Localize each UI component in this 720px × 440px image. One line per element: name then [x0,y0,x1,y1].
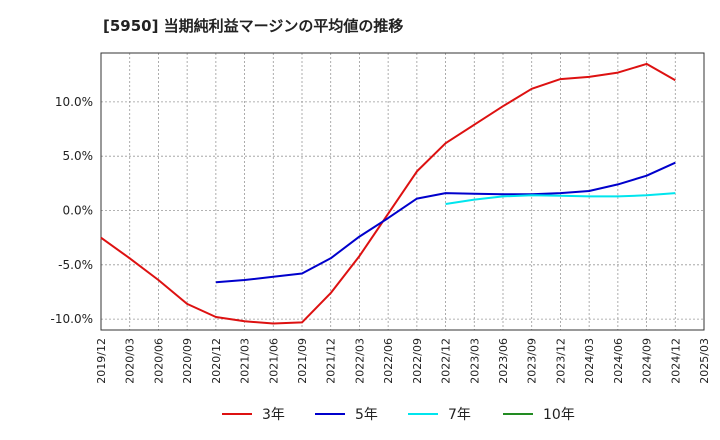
x-tick-label: 2021/09 [296,338,309,384]
x-tick-label: 2023/03 [468,338,481,384]
x-tick-label: 2024/06 [612,338,625,384]
legend: 3年 5年 7年 10年 [222,407,575,423]
plot-area [100,52,705,331]
x-tick-label: 2021/03 [239,338,252,384]
x-tick-label: 2020/06 [152,338,165,384]
x-tick-label: 2024/09 [641,338,654,384]
x-tick-label: 2020/12 [210,338,223,384]
y-axis: 10.0% 5.0% 0.0% -5.0% -10.0% [51,95,93,326]
y-tick-label: -10.0% [51,312,93,326]
x-tick-label: 2023/06 [497,338,510,384]
x-tick-label: 2024/12 [669,338,682,384]
legend-label-1: 3年 [262,407,285,423]
x-axis: 2019/12 2020/03 2020/06 2020/09 2020/12 2021/… [95,338,711,384]
y-tick-label: 5.0% [63,149,94,163]
legend-label-2: 5年 [355,407,378,423]
x-tick-label: 2022/03 [353,338,366,384]
x-tick-label: 2023/09 [526,338,539,384]
x-tick-label: 2021/12 [325,338,338,384]
x-tick-label: 2023/12 [554,338,567,384]
x-tick-label: 2022/09 [411,338,424,384]
series-line-2 [215,161,676,284]
x-tick-label: 2020/09 [181,338,194,384]
series-line-1 [100,62,676,325]
y-tick-label: 0.0% [63,204,94,218]
legend-label-3: 7年 [448,407,471,423]
x-tick-label: 2021/06 [267,338,280,384]
y-tick-label: -5.0% [58,258,93,272]
x-tick-label: 2020/03 [124,338,137,384]
series-line-3 [445,192,676,205]
x-tick-label: 2022/12 [440,338,453,384]
y-tick-label: 10.0% [55,95,93,109]
x-tick-label: 2022/06 [382,338,395,384]
x-tick-label: 2024/03 [583,338,596,384]
x-tick-label: 2019/12 [95,338,108,384]
series-lines [100,62,676,325]
x-tick-label: 2025/03 [698,338,711,384]
chart-title: [5950] 当期純利益マージンの平均値の推移 [103,17,403,35]
legend-label-4: 10年 [543,407,575,423]
grid [100,53,705,330]
